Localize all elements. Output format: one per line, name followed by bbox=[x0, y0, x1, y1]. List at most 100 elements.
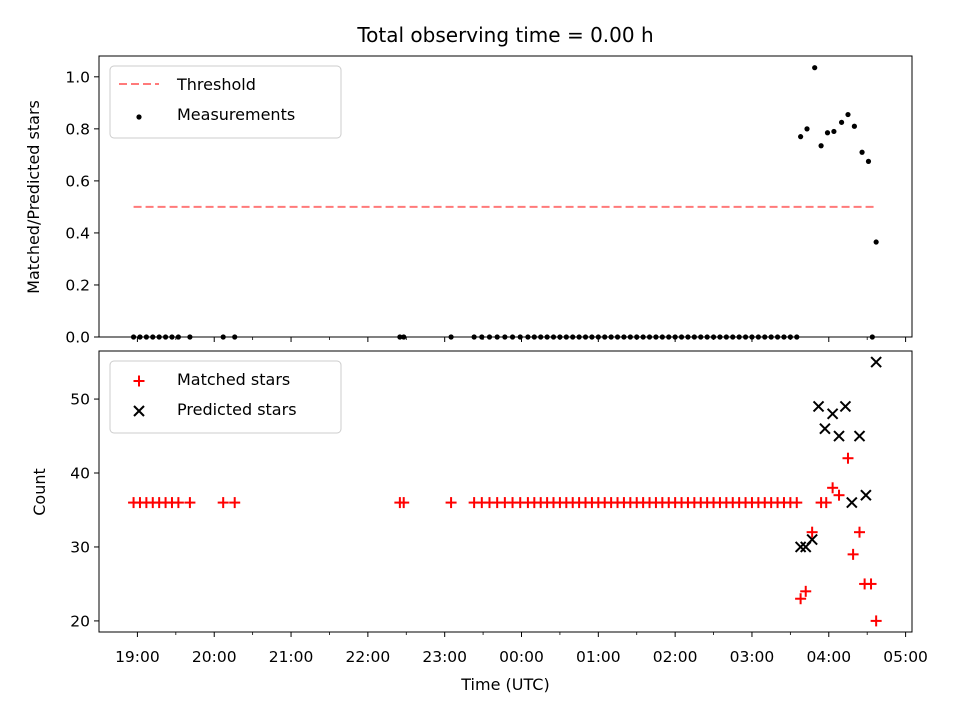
matched-star-point bbox=[791, 497, 803, 509]
x-tick-label: 19:00 bbox=[115, 648, 160, 666]
bottom-y-axis-label: Count bbox=[30, 468, 49, 516]
predicted-star-point bbox=[794, 541, 807, 553]
measurement-point bbox=[678, 334, 685, 340]
measurement-point bbox=[162, 334, 169, 340]
x-tick-label: 02:00 bbox=[653, 648, 698, 666]
measurement-point bbox=[494, 334, 500, 340]
legend-label: Measurements bbox=[177, 105, 295, 124]
predicted-star-b bbox=[870, 356, 882, 368]
measurement-point bbox=[175, 334, 181, 340]
predicted-star-point bbox=[870, 356, 882, 368]
matched-star-point bbox=[870, 615, 882, 627]
measurement-point bbox=[653, 334, 659, 340]
measurement-point bbox=[851, 123, 857, 129]
bottom-y-tick-label: 40 bbox=[70, 465, 90, 483]
measurement-point bbox=[525, 334, 531, 340]
measurement-point bbox=[517, 334, 523, 340]
measurement-point bbox=[685, 334, 691, 340]
measurement-point bbox=[818, 143, 824, 149]
matched-star-point bbox=[184, 497, 196, 509]
measurement-point bbox=[150, 334, 156, 340]
matched-star-point bbox=[827, 482, 839, 494]
measurement-point bbox=[659, 334, 665, 340]
x-tick-label: 04:00 bbox=[806, 648, 851, 666]
bottom-plot: 19:00 20:00 21:00 22:00 23:00 00:00 01:00 02:00… bbox=[70, 350, 928, 666]
bottom-legend bbox=[109, 360, 342, 434]
x-tick-label: 01:00 bbox=[576, 648, 621, 666]
measurement-point bbox=[627, 334, 633, 340]
measurement-point bbox=[831, 128, 837, 135]
bottom-y-tick-label: 20 bbox=[70, 612, 90, 630]
top-y-tick-label: 0.6 bbox=[65, 172, 90, 190]
x-tick-label: 03:00 bbox=[730, 648, 775, 666]
top-y-tick-label: 0.4 bbox=[65, 224, 90, 242]
predicted-star-b bbox=[860, 489, 872, 501]
matched-star-point bbox=[795, 593, 807, 605]
measurement-point bbox=[646, 334, 653, 340]
predicted-star-b bbox=[812, 400, 825, 413]
measurement-point bbox=[859, 149, 865, 155]
legend-measurement-swatch bbox=[136, 114, 142, 120]
predicted-star-b bbox=[806, 533, 818, 546]
measurement-point bbox=[448, 334, 454, 340]
measurement-point bbox=[614, 334, 621, 340]
top-legend bbox=[109, 65, 342, 139]
predicted-star-b bbox=[794, 541, 807, 553]
measurement-point bbox=[602, 334, 608, 340]
measurement-point bbox=[509, 334, 516, 340]
measurement-point bbox=[595, 334, 601, 340]
measurement-point bbox=[550, 334, 557, 340]
chart-title: Total observing time = 0.00 h bbox=[356, 23, 653, 47]
measurement-point bbox=[486, 334, 493, 340]
predicted-star-b bbox=[819, 422, 831, 435]
predicted-star-point bbox=[853, 430, 866, 442]
predicted-star-b bbox=[846, 496, 858, 509]
measurement-point bbox=[130, 334, 137, 340]
predicted-star-b bbox=[826, 408, 839, 420]
top-plot: 0.0 0.2 0.4 0.6 0.8 1.0 Threshold Measurements bbox=[65, 55, 913, 347]
measurement-point bbox=[774, 334, 781, 340]
x-tick-label: 00:00 bbox=[499, 648, 544, 666]
top-y-tick-label: 0.8 bbox=[65, 120, 90, 138]
top-y-tick-label: 0.2 bbox=[65, 276, 90, 294]
measurement-point bbox=[742, 334, 749, 340]
measurement-point bbox=[479, 334, 485, 340]
x-axis-label: Time (UTC) bbox=[460, 675, 549, 694]
matched-star-point bbox=[854, 526, 866, 538]
measurement-point bbox=[582, 334, 589, 340]
measurement-point bbox=[755, 334, 761, 340]
predicted-star-point bbox=[812, 400, 825, 413]
measurement-point bbox=[824, 130, 831, 136]
matched-star-point bbox=[847, 548, 859, 560]
measurement-point bbox=[471, 334, 477, 340]
measurement-point bbox=[570, 334, 576, 340]
matched-star-point bbox=[833, 489, 845, 501]
measurement-point bbox=[723, 334, 729, 340]
predicted-star-point bbox=[860, 489, 872, 501]
matched-star-point bbox=[842, 452, 854, 464]
measurement-point bbox=[220, 334, 226, 340]
measurement-point bbox=[544, 334, 550, 340]
legend-label: Threshold bbox=[176, 75, 256, 94]
measurement-point bbox=[666, 334, 672, 340]
bottom-y-tick-label: 30 bbox=[70, 538, 90, 556]
x-tick-label: 20:00 bbox=[192, 648, 237, 666]
measurement-point bbox=[838, 119, 845, 125]
top-y-axis-label: Matched/Predicted stars bbox=[24, 100, 43, 294]
measurement-point bbox=[781, 334, 787, 340]
measurement-point bbox=[768, 334, 774, 340]
matched-star-point bbox=[445, 497, 457, 509]
measurement-point bbox=[563, 334, 569, 340]
predicted-star-b bbox=[853, 430, 866, 442]
measurement-point bbox=[640, 334, 646, 340]
measurement-point bbox=[156, 334, 162, 340]
measurement-point bbox=[698, 334, 704, 340]
measurement-point bbox=[589, 334, 595, 340]
legend-predicted-swatch-b bbox=[133, 405, 145, 417]
measurement-point bbox=[749, 334, 755, 340]
predicted-star-point bbox=[819, 422, 831, 435]
predicted-star-point bbox=[826, 408, 839, 420]
measurement-point bbox=[608, 334, 614, 340]
top-y-tick-label: 1.0 bbox=[65, 68, 90, 86]
